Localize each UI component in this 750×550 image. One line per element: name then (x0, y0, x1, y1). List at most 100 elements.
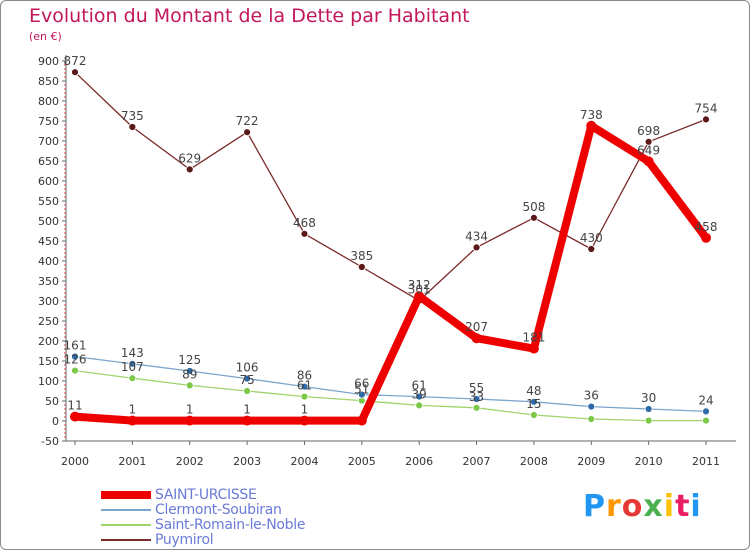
logo-letter: i (690, 489, 702, 524)
data-label: 312 (408, 278, 431, 292)
data-point (414, 291, 425, 302)
data-label: 161 (64, 339, 87, 353)
x-tick-label: 2004 (290, 455, 318, 468)
data-point (530, 397, 538, 406)
data-point (70, 411, 80, 422)
data-label: 48 (526, 384, 541, 398)
data-label: 39 (412, 387, 427, 401)
x-tick-label: 2000 (61, 455, 89, 468)
y-tick-label: -50 (41, 435, 59, 448)
data-label: 1 (129, 403, 137, 417)
data-point (128, 374, 137, 383)
legend-label: Clermont-Soubiran (155, 501, 282, 518)
y-tick-label: 500 (38, 215, 59, 228)
data-label: 75 (239, 373, 254, 387)
data-label: 36 (584, 389, 599, 403)
data-label: 61 (412, 379, 427, 393)
logo-letter: t (675, 489, 691, 524)
y-tick-label: 400 (38, 255, 59, 268)
y-tick-label: 50 (45, 395, 59, 408)
data-label: 61 (297, 379, 312, 393)
y-tick-label: 900 (38, 55, 59, 68)
data-point (300, 229, 309, 238)
data-point (243, 128, 251, 137)
data-label: 207 (465, 320, 488, 334)
chart-unit: (en €) (29, 30, 62, 43)
data-label: 89 (182, 367, 197, 381)
legend-swatch (101, 523, 151, 526)
data-point (184, 415, 195, 426)
logo-letter: r (606, 489, 622, 524)
y-tick-label: 800 (38, 95, 59, 108)
data-label: 1 (186, 403, 194, 417)
data-label: 143 (121, 346, 144, 360)
y-tick-label: 450 (38, 235, 59, 248)
data-point (701, 232, 711, 243)
legend-item: SAINT-URCISSE (101, 487, 305, 503)
series-line-1 (74, 355, 707, 413)
data-label: 458 (695, 220, 718, 234)
data-label: 872 (64, 54, 87, 68)
data-label: 735 (121, 109, 144, 123)
data-label: 301 (408, 283, 431, 297)
data-point (71, 352, 79, 361)
x-tick-label: 2006 (405, 455, 433, 468)
y-tick-label: 200 (38, 335, 59, 348)
data-point (702, 115, 710, 124)
data-label: 51 (354, 383, 369, 397)
x-tick-label: 2009 (577, 455, 605, 468)
data-point (357, 263, 366, 271)
data-point (530, 411, 538, 419)
legend-swatch (101, 490, 151, 499)
legend-swatch (101, 538, 151, 541)
logo-letter: o (621, 489, 644, 524)
data-point (242, 415, 253, 426)
data-point (643, 156, 654, 167)
data-point (415, 401, 424, 410)
data-label: 468 (293, 216, 316, 230)
data-point (587, 402, 596, 411)
data-point (185, 367, 194, 375)
data-label: 754 (695, 101, 718, 115)
legend-swatch (101, 508, 151, 511)
y-tick-label: 0 (52, 415, 59, 428)
data-label: 434 (465, 229, 488, 243)
legend-item: Clermont-Soubiran (101, 501, 305, 518)
logo-letter: x (643, 489, 664, 524)
data-label: 33 (469, 390, 484, 404)
data-point (586, 120, 597, 131)
series-line-0 (71, 121, 710, 425)
data-point (128, 359, 137, 368)
y-tick-label: 150 (38, 355, 59, 368)
data-point (185, 381, 194, 390)
data-label: 125 (178, 353, 201, 367)
data-label: 1 (243, 403, 251, 417)
logo-letter: i (663, 489, 676, 524)
data-label: 30 (641, 391, 656, 405)
data-point (415, 392, 424, 401)
logo-letter: P (583, 489, 606, 524)
y-tick-label: 550 (38, 195, 59, 208)
data-point (472, 243, 481, 252)
data-point (128, 123, 137, 131)
x-tick-label: 2008 (520, 455, 548, 468)
y-tick-label: 100 (38, 375, 59, 388)
x-tick-label: 2001 (118, 455, 146, 468)
data-label: 15 (526, 397, 541, 411)
data-point (356, 415, 367, 426)
data-point (299, 415, 310, 426)
data-point (702, 407, 710, 416)
data-point (644, 137, 653, 146)
legend-label: Saint-Romain-le-Noble (155, 516, 306, 533)
data-label: 11 (67, 399, 82, 413)
y-tick-label: 750 (38, 115, 59, 128)
data-point (587, 245, 596, 253)
data-label: 722 (236, 114, 259, 128)
y-tick-label: 300 (38, 295, 59, 308)
data-point (357, 390, 366, 399)
data-point (127, 415, 138, 426)
y-tick-label: 650 (38, 155, 59, 168)
series-line-3 (74, 71, 707, 302)
